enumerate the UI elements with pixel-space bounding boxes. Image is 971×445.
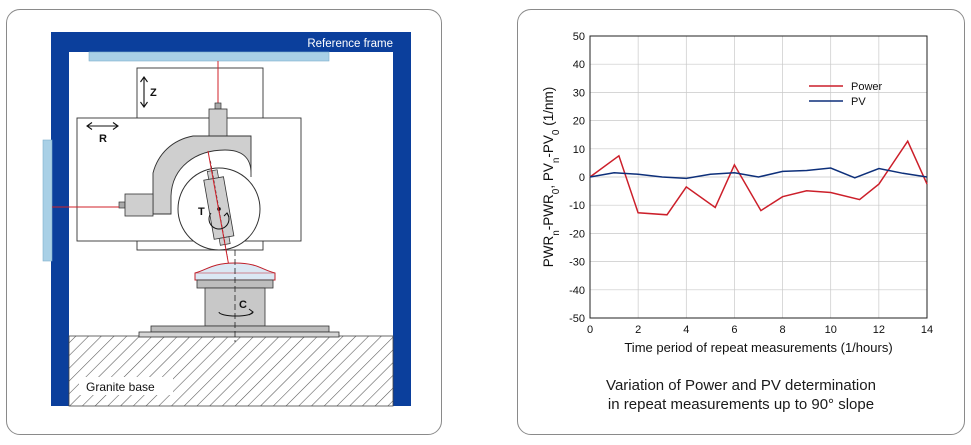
chart-panel: 50 40 30 20 10 0 -10 -20 -30 -40 -50 0 2 4 6 8 10 12 14 P… — [517, 9, 965, 435]
reference-frame-label: Reference frame — [307, 38, 393, 50]
x-axis-label: Time period of repeat measurements (1/ho… — [624, 340, 892, 355]
y-axis-ticks: 50 40 30 20 10 0 -10 -20 -30 -40 -50 — [569, 31, 585, 325]
y-tick-label: -30 — [569, 257, 585, 269]
y-tick-label: -10 — [569, 200, 585, 212]
z-axis-arrow — [140, 76, 148, 108]
y-tick-label: 0 — [579, 172, 585, 184]
x-tick-label: 12 — [873, 324, 885, 336]
rotation-yoke — [152, 135, 252, 215]
y-tick-label: -50 — [569, 313, 585, 325]
y-tick-label: -20 — [569, 228, 585, 240]
x-tick-label: 10 — [825, 324, 837, 336]
top-reference-bar — [88, 51, 330, 62]
side-reference-bar — [42, 139, 53, 262]
z-axis-label: Z — [150, 87, 157, 99]
y-tick-label: 30 — [573, 87, 585, 99]
repeatability-chart: 50 40 30 20 10 0 -10 -20 -30 -40 -50 0 2 4 6 8 10 12 14 P… — [541, 31, 933, 355]
legend-label: PV — [851, 96, 866, 108]
y-tick-label: 40 — [573, 59, 585, 71]
t-rotation-arrow — [208, 212, 230, 230]
chart-caption-line-2: in repeat measurements up to 90° slope — [607, 396, 875, 413]
x-axis-ticks: 0 2 4 6 8 10 12 14 — [587, 324, 933, 336]
series-line-power — [589, 139, 928, 216]
x-tick-label: 6 — [731, 324, 737, 336]
chart-series — [589, 139, 928, 216]
c-axis-label: C — [239, 299, 247, 311]
top-probe — [208, 102, 228, 142]
r-axis-label: R — [99, 133, 107, 145]
x-tick-label: 14 — [921, 324, 933, 336]
granite-base-label: Granite base — [86, 380, 155, 394]
instrument-schematic: Reference frame Granite base Z R — [42, 32, 411, 407]
series-line-pv — [589, 167, 928, 180]
y-tick-label: 10 — [573, 144, 585, 156]
y-tick-label: 50 — [573, 31, 585, 43]
x-tick-label: 0 — [587, 324, 593, 336]
chart-legend: Power PV — [809, 81, 883, 108]
y-axis-label: PWRn-PWR0, PVn-PV0 (1/nm) — [541, 87, 562, 268]
instrument-diagram-panel: Reference frame Granite base Z R — [6, 9, 442, 435]
side-probe — [118, 193, 154, 217]
head-laser-beam — [207, 150, 231, 273]
x-tick-label: 2 — [635, 324, 641, 336]
y-tick-label: -40 — [569, 285, 585, 297]
x-tick-label: 8 — [780, 324, 786, 336]
chart-caption-line-1: Variation of Power and PV determination — [606, 377, 876, 394]
t-axis-label: T — [198, 206, 205, 218]
legend-label: Power — [851, 81, 883, 93]
y-tick-label: 20 — [573, 116, 585, 128]
granite-base — [69, 336, 393, 406]
r-axis-arrow — [86, 122, 119, 130]
x-tick-label: 4 — [683, 324, 689, 336]
